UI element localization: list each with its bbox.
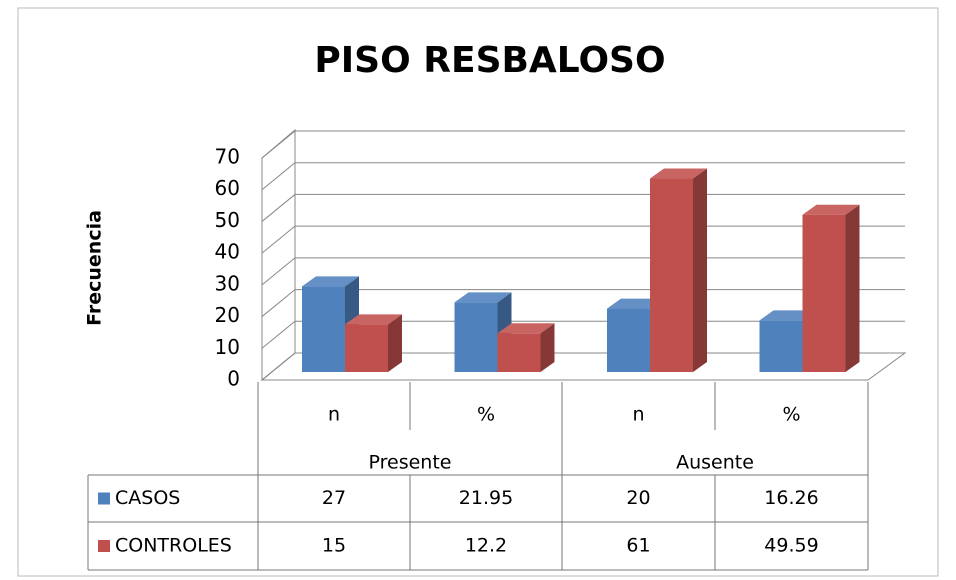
bar bbox=[454, 292, 512, 372]
table-cell: 27 bbox=[322, 487, 346, 509]
table-cell: 12.2 bbox=[465, 535, 507, 557]
x-tick-label: % bbox=[477, 404, 495, 426]
table-cell: 49.59 bbox=[764, 535, 818, 557]
bar bbox=[497, 323, 555, 372]
table-cell: 16.26 bbox=[764, 487, 818, 509]
bar-front bbox=[650, 178, 693, 372]
bar-side bbox=[845, 204, 860, 372]
bar-front bbox=[497, 333, 541, 372]
y-tick-label: 30 bbox=[215, 271, 240, 295]
y-tick-label: 40 bbox=[215, 240, 240, 264]
y-tick-label: 20 bbox=[215, 303, 240, 327]
legend-label: CASOS bbox=[115, 487, 180, 509]
y-tick-label: 60 bbox=[215, 176, 240, 200]
bar-front bbox=[607, 308, 650, 372]
bar bbox=[650, 168, 707, 372]
bar-front bbox=[759, 320, 803, 372]
grid-line bbox=[261, 130, 905, 159]
bar-top bbox=[497, 323, 555, 334]
x-group-label: Presente bbox=[369, 452, 452, 474]
y-tick-label: 0 bbox=[227, 367, 240, 391]
bar-top bbox=[759, 310, 817, 321]
bar-front bbox=[345, 324, 388, 372]
bar bbox=[345, 314, 402, 372]
x-tick-label: n bbox=[632, 404, 644, 426]
bar-front bbox=[454, 302, 498, 372]
legend-label: CONTROLES bbox=[115, 535, 232, 557]
bar-top bbox=[345, 314, 402, 325]
y-tick-label: 70 bbox=[215, 145, 240, 169]
bar-top bbox=[650, 168, 707, 179]
chart-frame bbox=[17, 7, 939, 577]
table-cell: 20 bbox=[626, 487, 650, 509]
bar-top bbox=[302, 276, 359, 287]
x-group-label: Ausente bbox=[676, 452, 754, 474]
x-tick-label: % bbox=[782, 404, 800, 426]
bar-front bbox=[302, 286, 345, 372]
bar bbox=[802, 204, 860, 372]
x-tick-label: n bbox=[328, 404, 340, 426]
bar-top bbox=[454, 292, 512, 303]
legend-key bbox=[98, 492, 110, 505]
chart-title: PISO RESBALOSO bbox=[314, 40, 665, 81]
legend-key bbox=[98, 540, 110, 552]
y-tick-label: 50 bbox=[215, 208, 240, 232]
y-axis-label: Frecuencia bbox=[84, 210, 106, 326]
table-cell: 15 bbox=[322, 535, 346, 557]
grid-line bbox=[261, 162, 905, 191]
bar-side bbox=[540, 323, 555, 372]
bar-side bbox=[693, 168, 707, 372]
bar-top bbox=[802, 204, 860, 215]
bar-front bbox=[802, 214, 846, 372]
y-tick-label: 10 bbox=[215, 335, 240, 359]
bar-top bbox=[607, 298, 664, 309]
table-cell: 61 bbox=[626, 535, 650, 557]
bar-side bbox=[388, 314, 402, 372]
table-cell: 21.95 bbox=[459, 487, 513, 509]
